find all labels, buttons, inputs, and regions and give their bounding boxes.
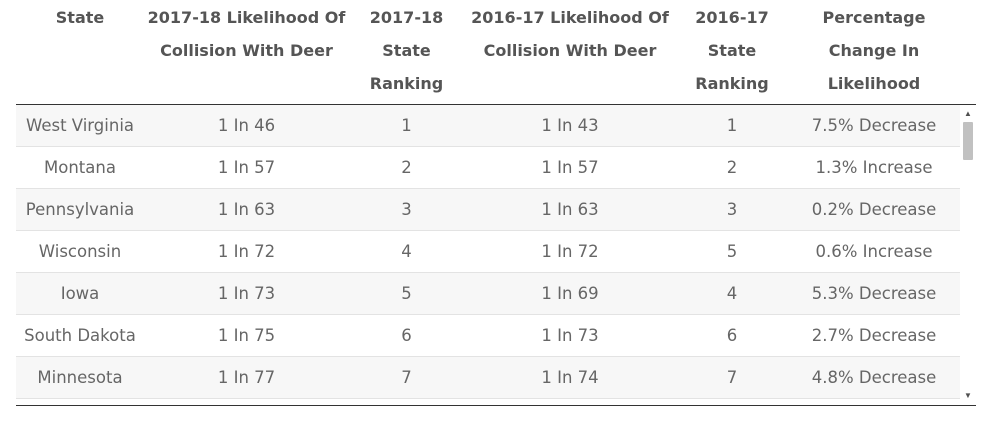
cell-state: South Dakota [24, 326, 136, 345]
table-body-scroll-area[interactable]: West Virginia 1 In 46 1 1 In 43 1 7.5% D… [16, 105, 976, 406]
table-row: South Dakota 1 In 75 6 1 In 73 6 2.7% De… [16, 315, 960, 357]
header-line: State [55, 8, 105, 27]
header-line: Ranking [369, 74, 444, 93]
cell-likelihood-2017-18: 1 In 75 [217, 326, 276, 345]
cell-ranking-2017-18: 6 [401, 326, 412, 345]
header-percentage-change[interactable]: Percentage Change In Likelihood [788, 0, 960, 104]
header-line: 2016-17 [695, 8, 769, 27]
cell-percentage-change: 0.6% Increase [815, 242, 933, 261]
cell-state: West Virginia [25, 116, 135, 135]
cell-ranking-2016-17: 5 [726, 242, 738, 261]
table-body: West Virginia 1 In 46 1 1 In 43 1 7.5% D… [16, 105, 960, 399]
header-line: 2017-18 [369, 8, 444, 27]
cell-percentage-change: 0.2% Decrease [811, 200, 937, 219]
header-line: Change In [828, 41, 920, 60]
table-row: Wisconsin 1 In 72 4 1 In 72 5 0.6% Incre… [16, 231, 960, 273]
cell-percentage-change: 4.8% Decrease [811, 368, 937, 387]
header-line: 2016-17 Likelihood Of [471, 8, 669, 27]
cell-likelihood-2017-18: 1 In 77 [217, 368, 276, 387]
cell-state: Montana [44, 158, 116, 177]
header-line: Collision With Deer [483, 41, 657, 60]
cell-ranking-2017-18: 1 [401, 116, 412, 135]
cell-ranking-2017-18: 5 [401, 284, 412, 303]
cell-likelihood-2017-18: 1 In 72 [217, 242, 276, 261]
header-ranking-2016-17[interactable]: 2016-17 State Ranking [676, 0, 788, 104]
cell-ranking-2017-18: 7 [401, 368, 412, 387]
header-likelihood-2017-18[interactable]: 2017-18 Likelihood Of Collision With Dee… [144, 0, 349, 104]
cell-ranking-2016-17: 3 [726, 200, 738, 219]
cell-ranking-2016-17: 4 [726, 284, 738, 303]
cell-likelihood-2016-17: 1 In 57 [541, 158, 599, 177]
cell-likelihood-2016-17: 1 In 69 [541, 284, 599, 303]
deer-collision-table: State 2017-18 Likelihood Of Collision Wi… [16, 0, 976, 406]
header-state[interactable]: State [16, 0, 144, 104]
scroll-down-arrow-icon[interactable]: ▼ [964, 391, 972, 400]
table-row: Pennsylvania 1 In 63 3 1 In 63 3 0.2% De… [16, 189, 960, 231]
cell-state: Wisconsin [38, 242, 122, 261]
header-line: State [382, 41, 431, 60]
header-line: Ranking [695, 74, 769, 93]
header-ranking-2017-18[interactable]: 2017-18 State Ranking [349, 0, 464, 104]
table-row: Minnesota 1 In 77 7 1 In 74 7 4.8% Decre… [16, 357, 960, 399]
table-row: Iowa 1 In 73 5 1 In 69 4 5.3% Decrease [16, 273, 960, 315]
header-line: Collision With Deer [160, 41, 333, 60]
cell-state: Iowa [60, 284, 100, 303]
cell-likelihood-2016-17: 1 In 73 [541, 326, 599, 345]
cell-likelihood-2017-18: 1 In 57 [217, 158, 276, 177]
cell-likelihood-2017-18: 1 In 73 [217, 284, 276, 303]
cell-ranking-2016-17: 2 [726, 158, 738, 177]
cell-ranking-2016-17: 6 [726, 326, 738, 345]
cell-ranking-2017-18: 2 [401, 158, 412, 177]
scroll-up-arrow-icon[interactable]: ▲ [964, 109, 972, 118]
header-line: State [707, 41, 757, 60]
header-line: 2017-18 Likelihood Of [147, 8, 346, 27]
cell-likelihood-2016-17: 1 In 72 [541, 242, 599, 261]
header-line: Likelihood [827, 74, 921, 93]
header-line: Percentage [822, 8, 926, 27]
table-row: West Virginia 1 In 46 1 1 In 43 1 7.5% D… [16, 105, 960, 147]
scrollbar-thumb[interactable] [963, 122, 973, 160]
cell-ranking-2017-18: 4 [401, 242, 412, 261]
vertical-scrollbar[interactable]: ▲ ▼ [960, 105, 976, 405]
header-likelihood-2016-17[interactable]: 2016-17 Likelihood Of Collision With Dee… [464, 0, 676, 104]
cell-percentage-change: 2.7% Decrease [811, 326, 937, 345]
cell-likelihood-2016-17: 1 In 74 [541, 368, 599, 387]
cell-likelihood-2017-18: 1 In 63 [217, 200, 276, 219]
cell-percentage-change: 5.3% Decrease [811, 284, 937, 303]
cell-state: Minnesota [37, 368, 123, 387]
cell-likelihood-2016-17: 1 In 43 [541, 116, 599, 135]
table-row: Montana 1 In 57 2 1 In 57 2 1.3% Increas… [16, 147, 960, 189]
cell-ranking-2017-18: 3 [401, 200, 412, 219]
table-header: State 2017-18 Likelihood Of Collision Wi… [16, 0, 976, 105]
cell-ranking-2016-17: 1 [726, 116, 738, 135]
cell-state: Pennsylvania [25, 200, 135, 219]
cell-percentage-change: 1.3% Increase [815, 158, 933, 177]
cell-likelihood-2017-18: 1 In 46 [217, 116, 276, 135]
cell-percentage-change: 7.5% Decrease [811, 116, 937, 135]
cell-likelihood-2016-17: 1 In 63 [541, 200, 599, 219]
cell-ranking-2016-17: 7 [726, 368, 738, 387]
